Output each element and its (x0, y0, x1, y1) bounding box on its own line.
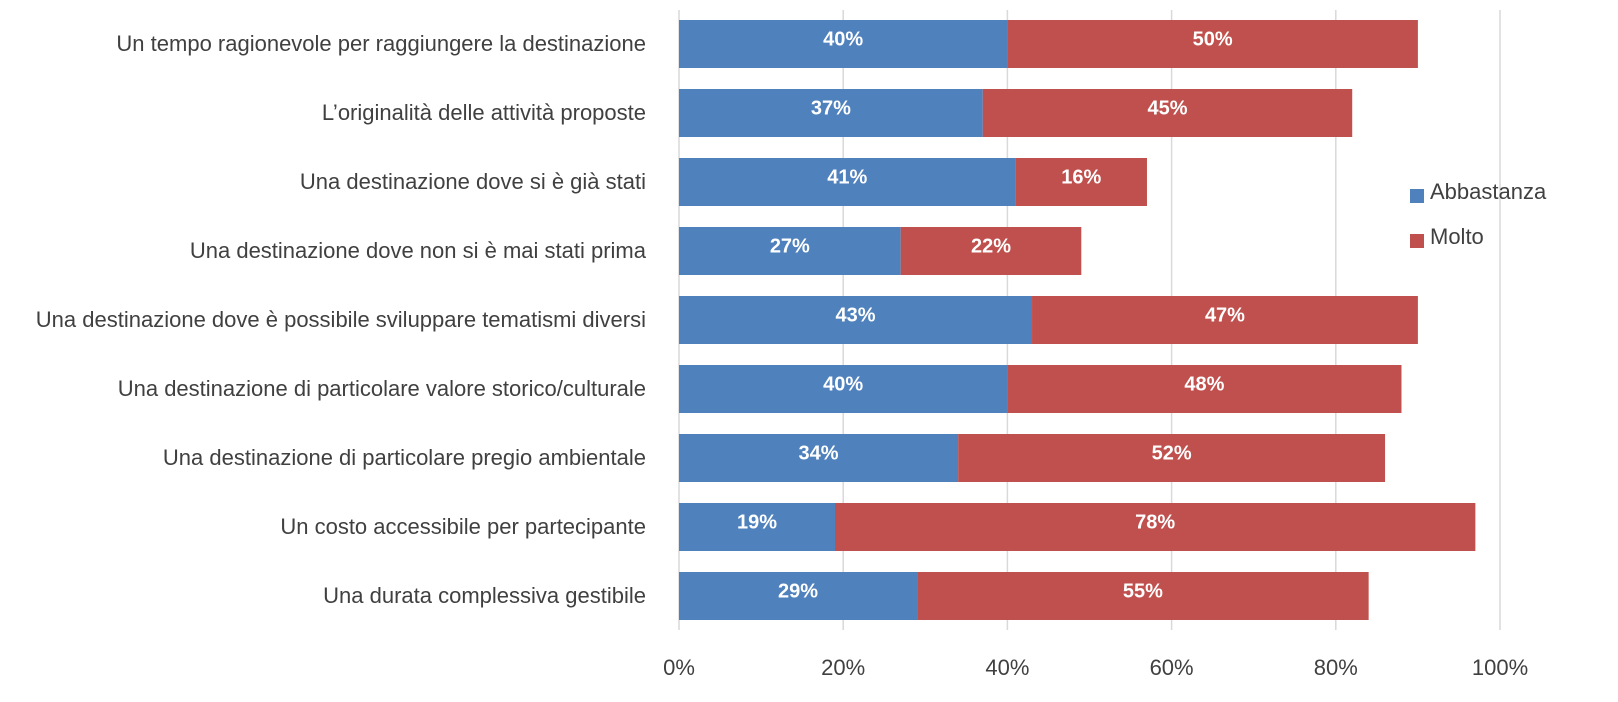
data-label: 47% (1205, 304, 1245, 326)
x-tick-label: 80% (1313, 655, 1358, 680)
bar-segment (958, 434, 1386, 482)
category-label: Una destinazione dove non si è mai stati… (189, 238, 646, 263)
bar-segment (1007, 365, 1402, 413)
legend-label: Abbastanza (1430, 179, 1547, 204)
data-label: 19% (737, 511, 777, 533)
data-label: 52% (1152, 442, 1192, 464)
bar-segment (679, 503, 835, 551)
data-label: 45% (1147, 97, 1187, 119)
bar-segment (900, 227, 1082, 275)
x-tick-label: 20% (821, 655, 866, 680)
legend-swatch (1410, 189, 1424, 203)
data-label: 43% (835, 304, 875, 326)
data-label: 50% (1193, 28, 1233, 50)
bar-segment (679, 572, 918, 620)
data-label: 40% (823, 373, 863, 395)
bar-segment (982, 89, 1353, 137)
data-label: 29% (778, 580, 818, 602)
x-tick-label: 40% (985, 655, 1030, 680)
bar-segment (917, 572, 1369, 620)
category-label: Un costo accessibile per partecipante (280, 514, 646, 539)
bar-segment (1032, 296, 1418, 344)
bar-segment (679, 296, 1033, 344)
data-label: 78% (1135, 511, 1175, 533)
data-label: 41% (827, 166, 867, 188)
data-label: 37% (811, 97, 851, 119)
bar-segment (834, 503, 1476, 551)
bar-segment (679, 434, 959, 482)
bar-segment (679, 227, 901, 275)
data-label: 34% (799, 442, 839, 464)
category-label: L’originalità delle attività proposte (321, 100, 646, 125)
bar-segment (679, 89, 983, 137)
bar-segment (679, 20, 1008, 68)
category-label: Una destinazione dove è possibile svilup… (35, 307, 646, 332)
data-label: 48% (1184, 373, 1224, 395)
x-tick-label: 60% (1149, 655, 1194, 680)
data-label: 27% (770, 235, 810, 257)
category-label: Una destinazione dove si è già stati (299, 169, 646, 194)
bar-segment (1007, 20, 1418, 68)
category-label: Una durata complessiva gestibile (323, 583, 646, 608)
category-label: Una destinazione di particolare pregio a… (162, 445, 646, 470)
x-tick-label: 0% (663, 655, 695, 680)
legend-swatch (1410, 234, 1424, 248)
bar-segment (679, 365, 1008, 413)
bar-segment (1015, 158, 1147, 206)
data-label: 16% (1061, 166, 1101, 188)
bar-segment (679, 158, 1016, 206)
data-label: 40% (823, 28, 863, 50)
x-tick-label: 100% (1471, 655, 1529, 680)
data-label: 22% (971, 235, 1011, 257)
category-label: Una destinazione di particolare valore s… (117, 376, 646, 401)
legend-label: Molto (1430, 224, 1484, 249)
category-label: Un tempo ragionevole per raggiungere la … (116, 31, 646, 56)
data-label: 55% (1123, 580, 1163, 602)
